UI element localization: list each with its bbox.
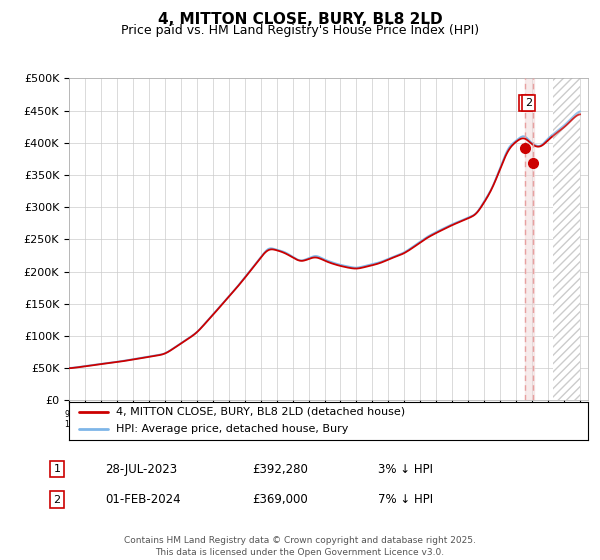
Text: 2: 2 — [53, 494, 61, 505]
Text: 28-JUL-2023: 28-JUL-2023 — [105, 463, 177, 476]
Text: £392,280: £392,280 — [252, 463, 308, 476]
Text: 1: 1 — [522, 98, 529, 108]
Text: 2: 2 — [525, 98, 532, 108]
Text: 3% ↓ HPI: 3% ↓ HPI — [378, 463, 433, 476]
Text: 4, MITTON CLOSE, BURY, BL8 2LD (detached house): 4, MITTON CLOSE, BURY, BL8 2LD (detached… — [116, 407, 405, 417]
Text: £369,000: £369,000 — [252, 493, 308, 506]
Text: 1: 1 — [53, 464, 61, 474]
Text: Price paid vs. HM Land Registry's House Price Index (HPI): Price paid vs. HM Land Registry's House … — [121, 24, 479, 37]
Text: 4, MITTON CLOSE, BURY, BL8 2LD: 4, MITTON CLOSE, BURY, BL8 2LD — [158, 12, 442, 27]
Text: HPI: Average price, detached house, Bury: HPI: Average price, detached house, Bury — [116, 424, 348, 435]
Text: Contains HM Land Registry data © Crown copyright and database right 2025.
This d: Contains HM Land Registry data © Crown c… — [124, 536, 476, 557]
Text: 7% ↓ HPI: 7% ↓ HPI — [378, 493, 433, 506]
Text: 01-FEB-2024: 01-FEB-2024 — [105, 493, 181, 506]
